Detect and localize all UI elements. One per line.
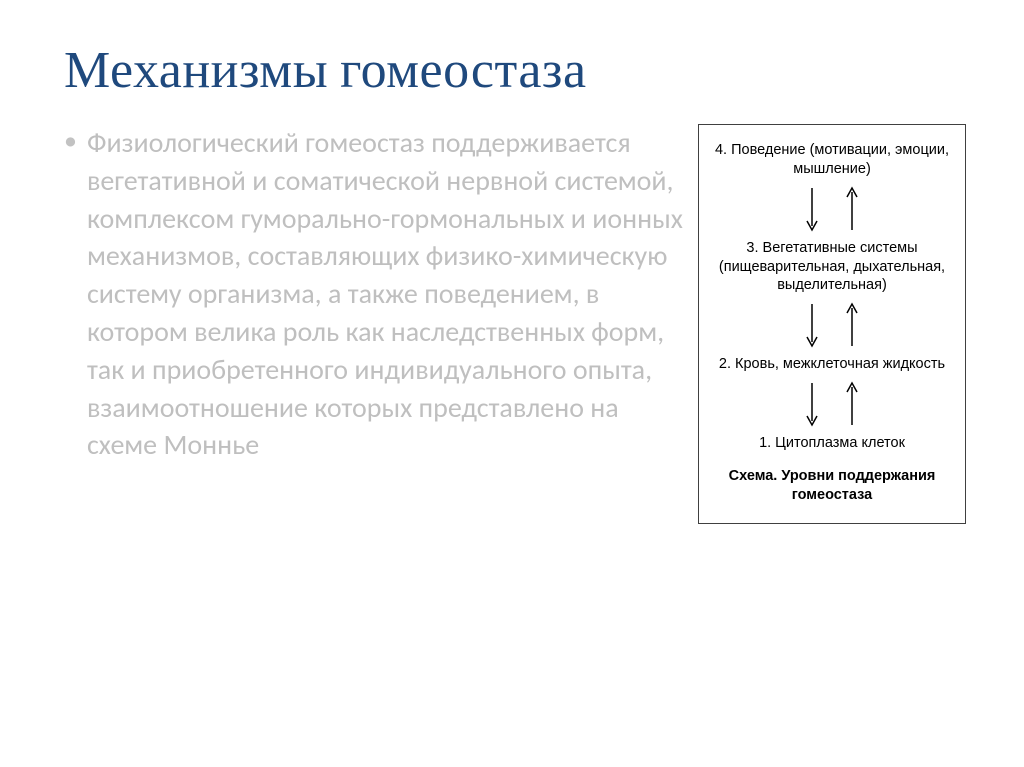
level-1: 1. Цитоплазма клеток [709,434,955,453]
level-4: 4. Поведение (мотивации, эмоции, мышлени… [709,141,955,179]
content-row: • Физиологический гомеостаз поддерживает… [64,124,976,524]
slide-title: Механизмы гомеостаза [64,40,976,100]
diagram-frame: 4. Поведение (мотивации, эмоции, мышлени… [698,124,966,524]
arrow-down-icon [805,300,819,350]
arrow-up-icon [845,300,859,350]
level-2: 2. Кровь, межклеточная жидкость [709,355,955,374]
arrow-up-icon [845,184,859,234]
arrow-down-icon [805,379,819,429]
arrow-pair [709,376,955,432]
bullet-item: • Физиологический гомеостаз поддерживает… [64,124,684,464]
arrow-up-icon [845,379,859,429]
body-text: Физиологический гомеостаз поддерживается… [87,124,684,464]
diagram-column: 4. Поведение (мотивации, эмоции, мышлени… [698,124,966,524]
arrow-pair [709,181,955,237]
arrow-down-icon [805,184,819,234]
level-3: 3. Вегетативные системы (пищеварительная… [709,239,955,296]
diagram-caption: Схема. Уровни поддержания гомеостаза [709,467,955,505]
body-column: • Физиологический гомеостаз поддерживает… [64,124,684,464]
bullet-glyph: • [64,122,77,464]
arrow-pair [709,297,955,353]
